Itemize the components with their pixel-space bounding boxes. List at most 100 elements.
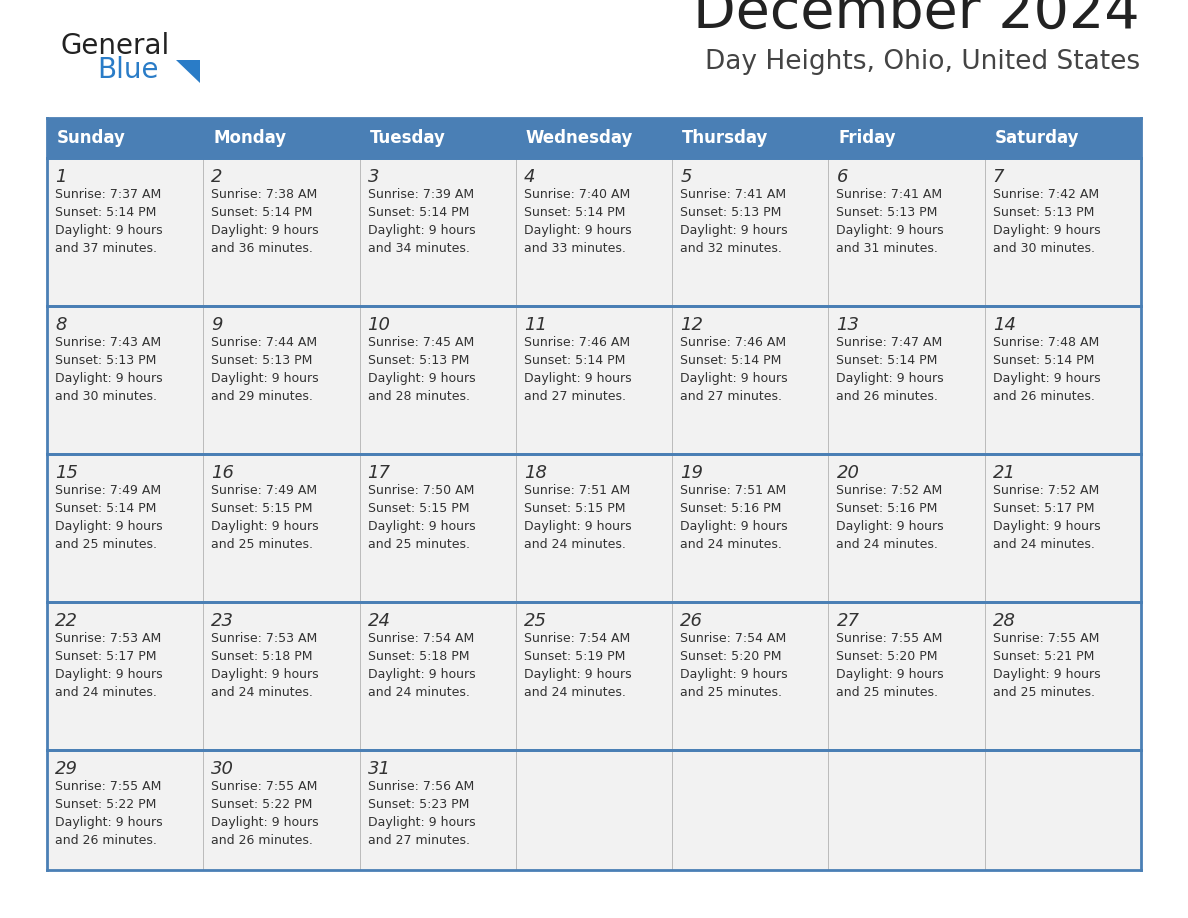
Text: Sunset: 5:14 PM: Sunset: 5:14 PM	[211, 206, 312, 219]
Text: Sunset: 5:18 PM: Sunset: 5:18 PM	[211, 650, 312, 663]
Text: Blue: Blue	[97, 56, 158, 84]
Text: 7: 7	[993, 168, 1004, 186]
Text: Daylight: 9 hours: Daylight: 9 hours	[681, 224, 788, 237]
Text: 13: 13	[836, 316, 859, 334]
Text: 17: 17	[367, 464, 391, 482]
Text: Daylight: 9 hours: Daylight: 9 hours	[993, 520, 1100, 533]
Text: Sunrise: 7:46 AM: Sunrise: 7:46 AM	[524, 336, 630, 349]
Text: 12: 12	[681, 316, 703, 334]
Text: Wednesday: Wednesday	[526, 129, 633, 147]
Text: and 27 minutes.: and 27 minutes.	[524, 390, 626, 403]
Text: 8: 8	[55, 316, 67, 334]
Text: Sunset: 5:17 PM: Sunset: 5:17 PM	[55, 650, 157, 663]
Text: 20: 20	[836, 464, 859, 482]
Text: 9: 9	[211, 316, 223, 334]
Text: Sunday: Sunday	[57, 129, 126, 147]
Text: Sunset: 5:17 PM: Sunset: 5:17 PM	[993, 502, 1094, 515]
Text: Sunrise: 7:39 AM: Sunrise: 7:39 AM	[367, 188, 474, 201]
Text: Day Heights, Ohio, United States: Day Heights, Ohio, United States	[704, 49, 1140, 75]
Text: Sunset: 5:14 PM: Sunset: 5:14 PM	[681, 354, 782, 367]
Text: 28: 28	[993, 612, 1016, 630]
Text: Sunset: 5:15 PM: Sunset: 5:15 PM	[211, 502, 312, 515]
Text: Sunset: 5:21 PM: Sunset: 5:21 PM	[993, 650, 1094, 663]
Text: Daylight: 9 hours: Daylight: 9 hours	[524, 668, 632, 681]
Text: Sunrise: 7:53 AM: Sunrise: 7:53 AM	[55, 632, 162, 645]
Text: Sunset: 5:16 PM: Sunset: 5:16 PM	[681, 502, 782, 515]
Text: Sunrise: 7:55 AM: Sunrise: 7:55 AM	[993, 632, 1099, 645]
Text: and 37 minutes.: and 37 minutes.	[55, 242, 157, 255]
Text: Sunrise: 7:49 AM: Sunrise: 7:49 AM	[55, 484, 162, 497]
Text: 14: 14	[993, 316, 1016, 334]
Text: 4: 4	[524, 168, 536, 186]
Bar	[48, 306, 1140, 454]
Text: Sunset: 5:20 PM: Sunset: 5:20 PM	[681, 650, 782, 663]
Text: Sunrise: 7:43 AM: Sunrise: 7:43 AM	[55, 336, 162, 349]
Text: 24: 24	[367, 612, 391, 630]
Text: Daylight: 9 hours: Daylight: 9 hours	[681, 520, 788, 533]
Text: Sunrise: 7:55 AM: Sunrise: 7:55 AM	[211, 780, 317, 793]
Text: Sunrise: 7:41 AM: Sunrise: 7:41 AM	[681, 188, 786, 201]
Text: Daylight: 9 hours: Daylight: 9 hours	[55, 668, 163, 681]
Text: Sunrise: 7:44 AM: Sunrise: 7:44 AM	[211, 336, 317, 349]
Text: Monday: Monday	[214, 129, 286, 147]
Text: and 24 minutes.: and 24 minutes.	[211, 686, 314, 699]
Text: Sunrise: 7:49 AM: Sunrise: 7:49 AM	[211, 484, 317, 497]
Text: Sunrise: 7:46 AM: Sunrise: 7:46 AM	[681, 336, 786, 349]
Text: and 36 minutes.: and 36 minutes.	[211, 242, 314, 255]
Text: and 27 minutes.: and 27 minutes.	[367, 834, 469, 847]
Text: Daylight: 9 hours: Daylight: 9 hours	[367, 816, 475, 829]
Text: 16: 16	[211, 464, 234, 482]
Text: 26: 26	[681, 612, 703, 630]
Text: Daylight: 9 hours: Daylight: 9 hours	[836, 224, 944, 237]
Text: Sunset: 5:14 PM: Sunset: 5:14 PM	[524, 354, 625, 367]
Text: Daylight: 9 hours: Daylight: 9 hours	[211, 816, 318, 829]
Text: and 24 minutes.: and 24 minutes.	[993, 538, 1094, 551]
Text: Daylight: 9 hours: Daylight: 9 hours	[836, 520, 944, 533]
Text: Daylight: 9 hours: Daylight: 9 hours	[55, 520, 163, 533]
Text: Daylight: 9 hours: Daylight: 9 hours	[211, 224, 318, 237]
Text: Sunset: 5:22 PM: Sunset: 5:22 PM	[55, 798, 157, 811]
Text: 31: 31	[367, 760, 391, 778]
Text: and 29 minutes.: and 29 minutes.	[211, 390, 314, 403]
Text: Sunset: 5:14 PM: Sunset: 5:14 PM	[367, 206, 469, 219]
Text: Sunset: 5:13 PM: Sunset: 5:13 PM	[836, 206, 937, 219]
Text: 10: 10	[367, 316, 391, 334]
Text: and 28 minutes.: and 28 minutes.	[367, 390, 469, 403]
Text: December 2024: December 2024	[694, 0, 1140, 40]
Text: Sunset: 5:14 PM: Sunset: 5:14 PM	[55, 206, 157, 219]
Text: 15: 15	[55, 464, 78, 482]
Bar	[48, 158, 1140, 306]
Text: Sunrise: 7:54 AM: Sunrise: 7:54 AM	[524, 632, 630, 645]
Text: Sunset: 5:14 PM: Sunset: 5:14 PM	[993, 354, 1094, 367]
Text: 23: 23	[211, 612, 234, 630]
Text: Sunrise: 7:51 AM: Sunrise: 7:51 AM	[524, 484, 630, 497]
Text: Daylight: 9 hours: Daylight: 9 hours	[211, 372, 318, 385]
Text: and 27 minutes.: and 27 minutes.	[681, 390, 782, 403]
Text: Friday: Friday	[839, 129, 896, 147]
Text: 11: 11	[524, 316, 546, 334]
Text: Tuesday: Tuesday	[369, 129, 446, 147]
Text: 29: 29	[55, 760, 78, 778]
Text: and 24 minutes.: and 24 minutes.	[681, 538, 782, 551]
Text: Sunset: 5:16 PM: Sunset: 5:16 PM	[836, 502, 937, 515]
Text: Daylight: 9 hours: Daylight: 9 hours	[211, 520, 318, 533]
Text: Sunrise: 7:42 AM: Sunrise: 7:42 AM	[993, 188, 1099, 201]
Text: Daylight: 9 hours: Daylight: 9 hours	[681, 668, 788, 681]
Text: Sunrise: 7:54 AM: Sunrise: 7:54 AM	[367, 632, 474, 645]
Text: and 26 minutes.: and 26 minutes.	[55, 834, 157, 847]
Text: and 34 minutes.: and 34 minutes.	[367, 242, 469, 255]
Text: Sunset: 5:14 PM: Sunset: 5:14 PM	[836, 354, 937, 367]
Polygon shape	[176, 60, 200, 83]
Text: Sunrise: 7:45 AM: Sunrise: 7:45 AM	[367, 336, 474, 349]
Text: Daylight: 9 hours: Daylight: 9 hours	[211, 668, 318, 681]
Text: Daylight: 9 hours: Daylight: 9 hours	[836, 372, 944, 385]
Text: Saturday: Saturday	[994, 129, 1079, 147]
Text: Thursday: Thursday	[682, 129, 769, 147]
Text: Daylight: 9 hours: Daylight: 9 hours	[55, 372, 163, 385]
Text: Sunset: 5:15 PM: Sunset: 5:15 PM	[367, 502, 469, 515]
Text: Sunrise: 7:54 AM: Sunrise: 7:54 AM	[681, 632, 786, 645]
Text: Daylight: 9 hours: Daylight: 9 hours	[993, 668, 1100, 681]
Text: and 25 minutes.: and 25 minutes.	[836, 686, 939, 699]
Text: and 25 minutes.: and 25 minutes.	[211, 538, 314, 551]
Text: Sunrise: 7:47 AM: Sunrise: 7:47 AM	[836, 336, 943, 349]
